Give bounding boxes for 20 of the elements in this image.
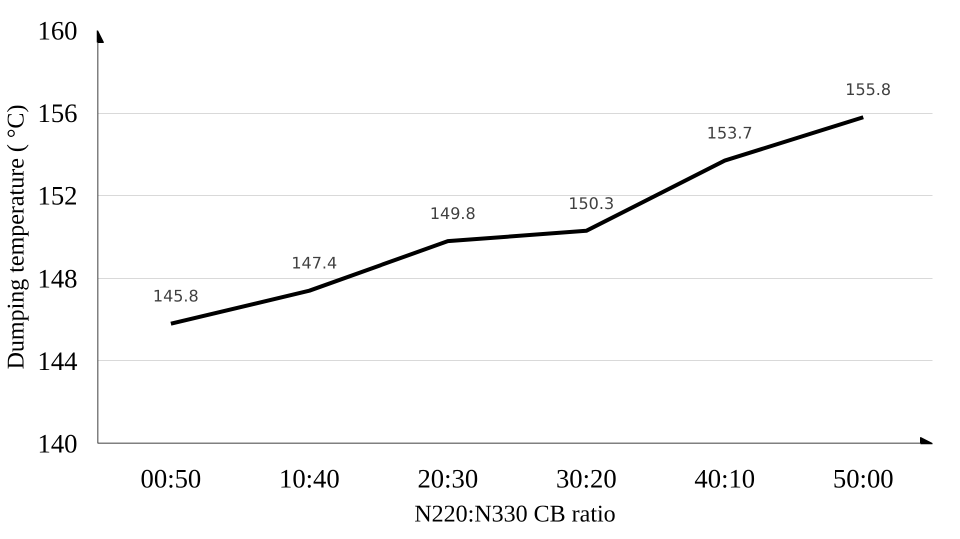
y-tick-label: 160 xyxy=(38,16,78,46)
data-label: 149.8 xyxy=(430,204,476,224)
x-tick-label: 00:50 xyxy=(140,464,202,494)
y-tick-label: 140 xyxy=(38,428,78,458)
data-label: 150.3 xyxy=(568,194,614,213)
x-tick-label: 30:20 xyxy=(556,464,617,494)
y-tick-label: 144 xyxy=(38,346,78,376)
data-label: 145.8 xyxy=(152,286,199,306)
data-label: 153.7 xyxy=(706,124,753,143)
y-tick-label: 152 xyxy=(38,180,78,211)
y-axis-title: Dumping temperature ( °C) xyxy=(4,104,30,370)
data-label: 147.4 xyxy=(291,254,338,273)
x-tick-label: 40:10 xyxy=(694,464,756,494)
x-tick-label: 50:00 xyxy=(832,464,894,494)
x-tick-label: 20:30 xyxy=(417,464,478,494)
y-tick-label: 148 xyxy=(38,263,78,294)
x-tick-label: 10:40 xyxy=(279,464,340,494)
y-tick-label: 156 xyxy=(38,98,78,128)
data-label: 155.8 xyxy=(845,80,892,100)
x-axis-title: N220:N330 CB ratio xyxy=(414,502,616,528)
